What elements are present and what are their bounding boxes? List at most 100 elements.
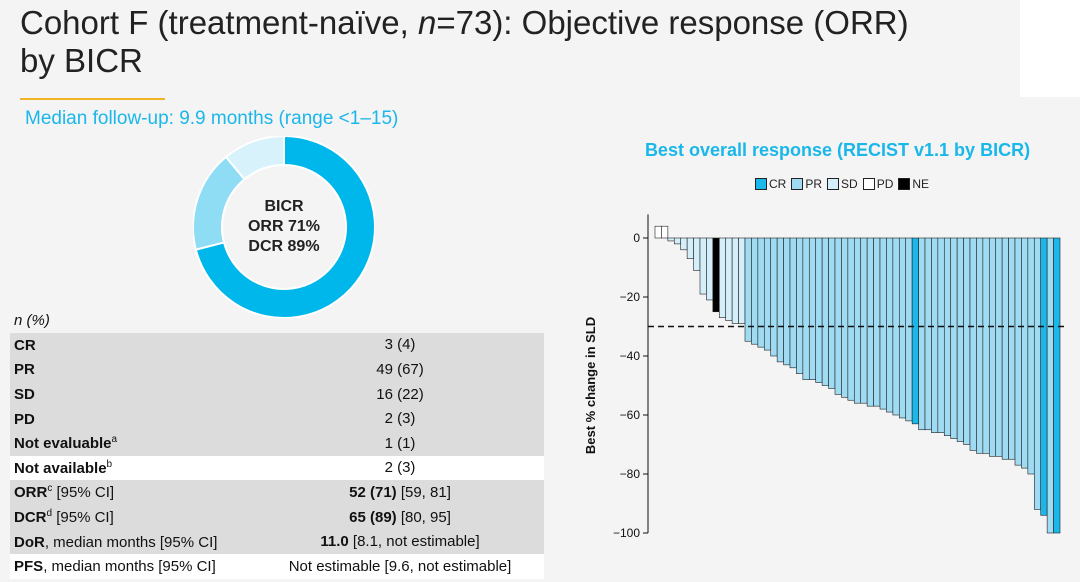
row-value: 2 (3) [250,459,550,476]
row-label: DCRd [95% CI] [14,508,114,526]
row-label-bold: SD [14,386,35,404]
table-row: DoR, median months [95% CI] 11.0 [8.1, no… [10,529,544,554]
donut-chart: BICR ORR 71% DCR 89% [192,134,376,319]
legend-swatch [827,178,840,190]
row-label-bold: DCR [14,509,47,527]
row-value: 16 (22) [250,386,550,403]
row-footnote: c [47,483,53,495]
response-table: n (%) CR 3 (4) PR 49 (67) SD 16 (22) PD 2 (3) No… [10,308,544,579]
table-header-text: n (%) [14,311,50,329]
waterfall-bar-pr [763,237,772,351]
row-value: 49 (67) [250,361,550,378]
waterfall-bar-pr [963,237,971,445]
row-value-text: 1 (1) [384,434,416,452]
waterfall-bar-sd [686,237,694,259]
waterfall-bar-pr [1027,237,1035,475]
waterfall-bar-sd [706,237,714,301]
legend-item-sd: SD [827,177,858,191]
waterfall-bar-pr [796,237,804,374]
row-value-text: 2 (3) [384,459,416,477]
row-value-bold: 65 (89) [349,508,397,526]
legend-item-ne: NE [898,177,929,191]
legend-label: SD [841,177,858,191]
waterfall-bar-pr [847,237,855,401]
waterfall-bar-pr [1014,237,1022,466]
legend-item-cr: CR [755,177,786,191]
waterfall-bar-sd [718,237,727,318]
y-tick-label: −40 [620,349,641,363]
table-row: SD 16 (22) [10,381,544,407]
donut-label-2: ORR 71% [247,218,321,235]
row-label: Not evaluablea [14,434,117,452]
title-suffix: =73): Objective response (ORR) [436,4,909,41]
waterfall-bar-pr [956,237,964,442]
legend-label: PR [805,177,823,191]
row-value-text: 3 (4) [384,336,416,354]
waterfall-bar-sd [725,237,733,321]
waterfall-bar-pr [866,237,874,407]
row-value-text: [8.1, not estimable] [348,533,480,551]
table-header-label: n (%) [14,312,50,329]
waterfall-bar-pr [1008,237,1016,460]
y-tick-label: −80 [620,467,641,481]
waterfall-bar-pr [1021,237,1029,469]
y-tick-label: −20 [620,290,641,304]
legend-swatch [755,178,767,190]
waterfall-bar-sd [673,237,682,245]
waterfall-bar-pr [757,237,765,348]
waterfall-bar-pr [776,237,784,363]
legend-item-pr: PR [791,177,822,191]
row-value: Not estimable [9.6, not estimable] [250,558,550,575]
row-label-bold: Not available [14,459,107,477]
donut-segment-other [224,134,285,181]
followup-text: Median follow-up: 9.9 months (range <1–1… [25,108,399,129]
waterfall-bar-sd [680,237,688,251]
waterfall-bar-pr [860,237,868,404]
waterfall-bar-pr [886,237,894,413]
row-label: SD [14,385,35,403]
donut-svg [192,134,376,319]
waterfall-bar-pr [783,237,791,366]
waterfall-bar-pr [802,237,810,380]
row-label-bold: CR [14,336,36,354]
row-value-bold: 11.0 [320,533,349,551]
waterfall-bar-pr [828,237,836,389]
slide-title: Cohort F (treatment-naïve, n=73): Object… [20,4,1020,80]
waterfall-bar-pr [988,237,997,457]
row-footnote: b [106,458,113,470]
waterfall-bar-pr [982,237,990,454]
row-label-extra: [95% CI] [52,484,115,502]
row-label-bold: ORR [14,484,48,502]
row-label: PFS, median months [95% CI] [14,557,216,575]
waterfall-bar-pd [661,225,669,239]
table-row: Not availableb 2 (3) [10,455,544,481]
donut-label-3: DCR 89% [248,238,320,255]
waterfall-bar-sd [731,237,739,324]
waterfall-bar-ne [712,237,720,313]
legend-swatch [862,178,875,190]
waterfall-chart: 0 −20 −40 −60 −80 −100 Best % change in SLD [583,214,1067,540]
table-row: ORRc [95% CI] 52 (71) [59, 81] [10,480,544,505]
table-row: PR 49 (67) [10,357,544,382]
row-value: 11.0 [8.1, not estimable] [250,533,550,550]
row-value-text: [59, 81] [396,483,451,501]
waterfall-bar-pr [918,237,926,431]
row-label-extra: [95% CI] [52,509,114,527]
y-tick-label: −100 [613,526,640,540]
row-label: DoR, median months [95% CI] [14,533,217,551]
y-tick-label: 0 [633,231,640,245]
waterfall-bar-pr [789,237,797,369]
waterfall-bar-pr [873,237,881,407]
row-label-bold: Not evaluable [14,435,112,453]
row-footnote: a [111,434,118,446]
table-header: n (%) [10,308,544,333]
waterfall-bar-cr [911,237,919,425]
title-n: n [417,4,437,41]
row-value-text: [80, 95] [396,508,451,526]
row-footnote: d [46,508,53,520]
waterfall-bar-pr [937,237,945,433]
waterfall-bar-pr [879,237,887,410]
title-prefix: Cohort F (treatment-naïve, [20,4,418,41]
waterfall-bar-sd [738,237,746,324]
waterfall-bar-pr [853,237,862,404]
